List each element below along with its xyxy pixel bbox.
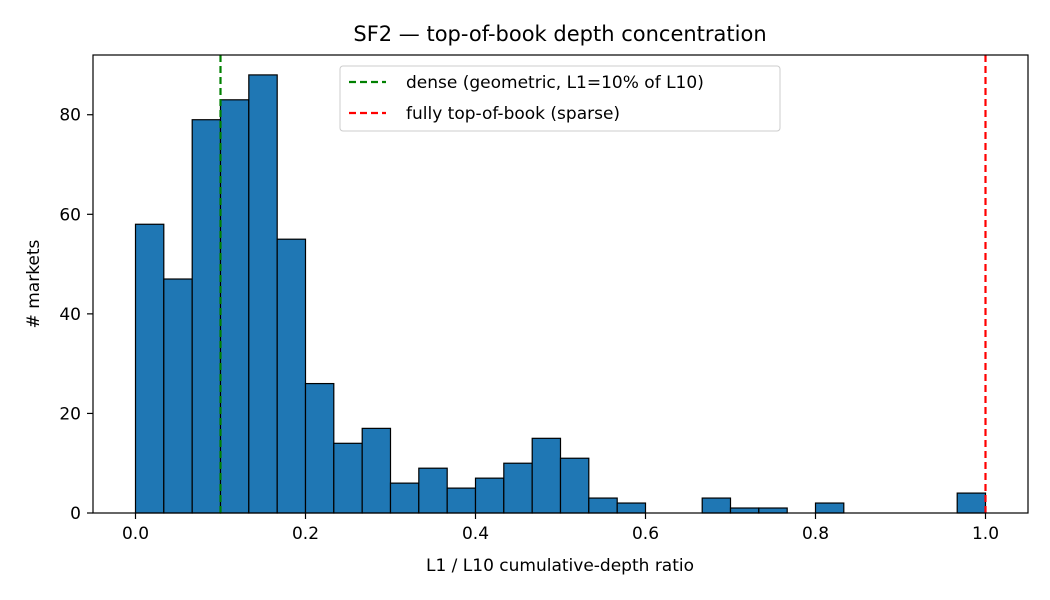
legend-box <box>339 65 781 132</box>
axes-frame <box>92 54 1029 514</box>
legend-entry-label: fully top-of-book (sparse) <box>406 104 620 124</box>
histogram-bar <box>248 74 278 514</box>
histogram-bar <box>333 442 363 514</box>
histogram-bar <box>361 427 392 514</box>
x-tick-label: 0.2 <box>292 524 319 544</box>
y-tick-label: 20 <box>59 404 81 424</box>
histogram-bar <box>814 502 845 514</box>
histogram-bar <box>474 477 505 514</box>
histogram-bar <box>559 457 590 514</box>
histogram-bar <box>701 497 732 514</box>
x-tick-label: 0.4 <box>462 524 489 544</box>
bars-group <box>134 74 987 514</box>
histogram-bar <box>418 467 448 514</box>
histogram-bar <box>729 507 760 514</box>
histogram-bar <box>616 502 647 514</box>
histogram-bar <box>134 223 165 514</box>
histogram-bar <box>588 497 618 514</box>
x-axis-ticks: 0.0 0.2 0.4 0.6 0.8 1.0 <box>122 513 999 544</box>
chart-title: SF2 — top-of-book depth concentration <box>353 22 766 46</box>
x-tick-label: 0.8 <box>802 524 829 544</box>
y-tick-label: 80 <box>59 106 81 126</box>
x-tick-label: 0.0 <box>122 524 149 544</box>
legend-entry-label: dense (geometric, L1=10% of L10) <box>406 73 704 93</box>
legend: dense (geometric, L1=10% of L10) fully to… <box>339 65 781 132</box>
histogram-bar <box>446 487 477 514</box>
histogram-bar <box>191 119 222 514</box>
y-axis-label: # markets <box>24 239 44 328</box>
y-tick-label: 60 <box>59 205 81 225</box>
histogram-bar <box>503 462 533 514</box>
x-tick-label: 1.0 <box>972 524 999 544</box>
histogram-bar <box>219 99 250 514</box>
histogram-bar <box>304 382 335 514</box>
x-tick-label: 0.6 <box>632 524 659 544</box>
y-axis-ticks: 0 20 40 60 80 <box>59 106 93 524</box>
histogram-bar <box>531 437 562 514</box>
axes-border <box>92 54 1029 514</box>
histogram-bar <box>389 482 420 514</box>
y-tick-label: 0 <box>70 504 81 524</box>
histogram-bar <box>956 492 987 514</box>
x-axis-label: L1 / L10 cumulative-depth ratio <box>426 556 694 576</box>
histogram-bar <box>276 238 307 514</box>
y-tick-label: 40 <box>59 305 81 325</box>
histogram-bar <box>758 507 788 514</box>
histogram-bar <box>163 278 193 514</box>
